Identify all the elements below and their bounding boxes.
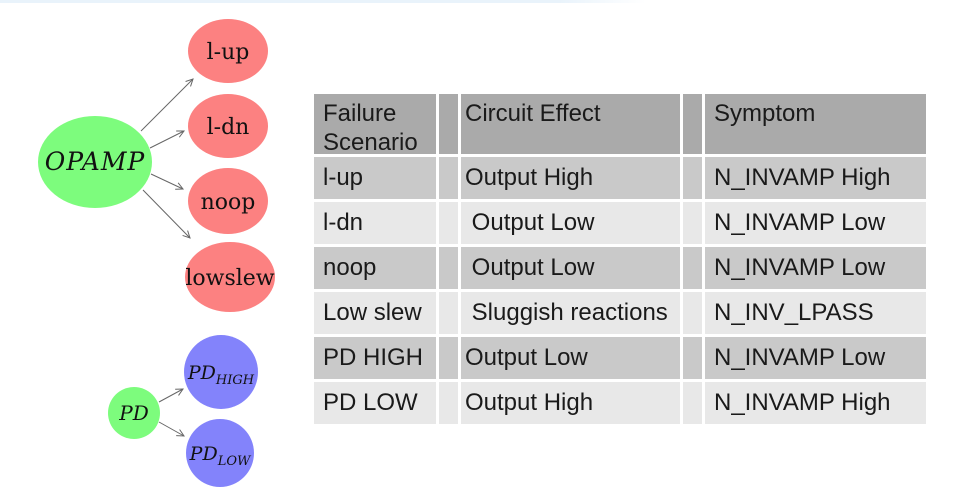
spacer-cell [683,157,702,199]
node-l-up: l-up [188,19,268,83]
node-pd: PD [108,387,160,439]
cell-effect-l-dn: Output Low [461,202,680,244]
cell-symptom-pd-low: N_INVAMP High [705,382,926,424]
node-pd-high: PDHIGH [184,335,258,409]
pd-high-base: PD [187,362,216,384]
node-lowslew: lowslew [185,242,275,312]
pd-low-subscript: LOW [217,454,252,469]
node-opamp: OPAMP [38,116,152,208]
cell-effect-pd-high: Output Low [461,337,680,379]
pd-high-subscript: HIGH [215,373,255,388]
node-lowslew-label: lowslew [185,266,274,291]
cell-scenario-pd-high: PD HIGH [314,337,436,379]
node-l-up-label: l-up [207,40,250,65]
node-noop: noop [188,168,268,234]
cell-scenario-pd-low: PD LOW [314,382,436,424]
spacer-cell [683,94,702,154]
cell-symptom-l-dn: N_INVAMP Low [705,202,926,244]
spacer-cell [439,382,458,424]
cell-scenario-l-up: l-up [314,157,436,199]
node-l-dn-label: l-dn [207,115,250,140]
spacer-cell [683,382,702,424]
edge-opamp-ldn [149,130,185,149]
cell-scenario-low-slew: Low slew [314,292,436,334]
cell-effect-low-slew: Sluggish reactions [461,292,680,334]
header-symptom: Symptom [705,94,926,154]
cell-effect-pd-low: Output High [461,382,680,424]
edge-pd-pdlow [158,421,185,437]
spacer-cell [439,202,458,244]
node-pd-label: PD [118,401,149,425]
node-opamp-label: OPAMP [45,147,146,176]
spacer-cell [683,292,702,334]
top-accent-strip [0,0,964,3]
edge-pd-pdhigh [158,388,184,403]
spacer-cell [439,247,458,289]
pd-low-base: PD [189,443,218,465]
failure-scenario-table: Failure Scenario Circuit Effect Symptom … [314,94,926,424]
cell-symptom-low-slew: N_INV_LPASS [705,292,926,334]
cell-scenario-l-dn: l-dn [314,202,436,244]
header-failure-scenario: Failure Scenario [314,94,436,154]
cell-effect-l-up: Output High [461,157,680,199]
node-noop-label: noop [201,190,256,215]
spacer-cell [439,94,458,154]
node-l-dn: l-dn [188,94,268,158]
spacer-cell [683,247,702,289]
spacer-cell [439,157,458,199]
edge-opamp-noop [150,173,185,190]
edge-opamp-lup [140,78,194,132]
spacer-cell [439,292,458,334]
cell-symptom-pd-high: N_INVAMP Low [705,337,926,379]
fault-tree-diagram: OPAMP l-up l-dn noop lowslew PD PDHIGH P… [38,19,275,487]
cell-effect-noop: Output Low [461,247,680,289]
node-pd-low: PDLOW [186,419,254,487]
edge-opamp-lowslew [142,189,191,239]
spacer-cell [439,337,458,379]
node-pd-high-label: PDHIGH [187,362,255,388]
cell-symptom-l-up: N_INVAMP High [705,157,926,199]
spacer-cell [683,337,702,379]
node-pd-low-label: PDLOW [189,443,252,469]
spacer-cell [683,202,702,244]
header-circuit-effect: Circuit Effect [461,94,680,154]
cell-symptom-noop: N_INVAMP Low [705,247,926,289]
cell-scenario-noop: noop [314,247,436,289]
